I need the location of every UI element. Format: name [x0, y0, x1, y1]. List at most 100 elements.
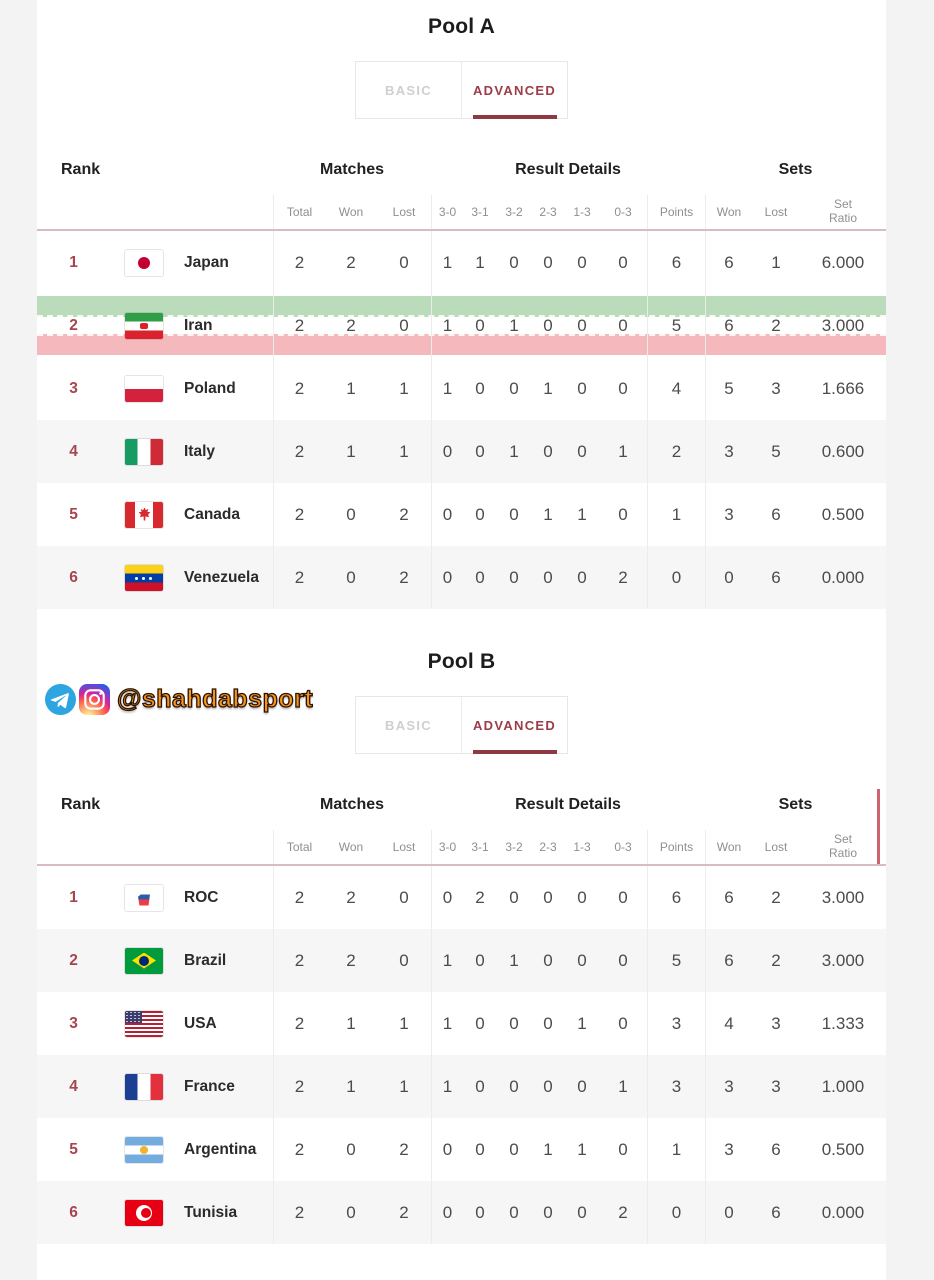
stat-points: 1	[647, 1118, 705, 1181]
flag-cell	[110, 420, 178, 483]
stat-points: 5	[647, 929, 705, 992]
stat-1-3: 1	[577, 504, 587, 524]
stat-3-2: 0	[509, 504, 519, 524]
standings-row-venezuela[interactable]: 6 Venezuela 2 0 2 0 0 0 0 0 2 0 0 6 0.000	[37, 546, 886, 609]
stat-won: 0	[346, 504, 356, 524]
stat-lost: 1	[399, 1076, 409, 1096]
stat-1-3: 0	[577, 252, 587, 272]
stat-3-0: 1	[431, 929, 463, 992]
rank: 2	[69, 951, 78, 969]
col-header-2-3: 2-3	[539, 840, 557, 854]
standings-row-poland[interactable]: 3 Poland 2 1 1 1 0 0 1 0 0 4 5 3 1.666	[37, 357, 886, 420]
team-name: Iran	[184, 316, 213, 334]
col-header-3-0: 3-0	[431, 195, 463, 229]
col-header-sets-won: Won	[705, 830, 752, 864]
stat-won: 1	[346, 1013, 356, 1033]
stat-1-3: 0	[577, 441, 587, 461]
col-header-lost: Lost	[392, 840, 416, 854]
col-header-lost: Lost	[392, 205, 416, 219]
pool-a-view-tabs: BASIC ADVANCED	[355, 61, 568, 119]
team-name: Argentina	[184, 1140, 257, 1158]
stat-3-0: 1	[431, 294, 463, 357]
active-tab-underline	[472, 750, 557, 754]
flag-france-icon	[125, 1073, 163, 1100]
standings-row-roc[interactable]: 1 ROC 2 2 0 0 2 0 0 0 0 6 6 2 3.000	[37, 866, 886, 929]
stat-1-3: 0	[577, 315, 587, 335]
standings-row-iran[interactable]: 2 Iran 2 2 0 1 0 1 0 0 0 5 6 2 3.000	[37, 294, 886, 357]
flag-brazil-icon	[125, 947, 163, 974]
col-header-points: Points	[647, 830, 705, 864]
standings-row-france[interactable]: 4 France 2 1 1 1 0 0 0 0 1 3 3 3 1.000	[37, 1055, 886, 1118]
sub-header-row: Total Won Lost 3-0 3-1 3-2 2-3 1-3 0-3 Points Won L…	[37, 830, 886, 866]
stat-total: 2	[273, 420, 325, 483]
stat-set-ratio: 0.000	[821, 1202, 865, 1222]
red-marker-artifact	[877, 789, 880, 864]
stat-sets-lost: 6	[771, 567, 781, 587]
col-header-total: Total	[273, 195, 325, 229]
header-matches: Matches	[319, 796, 385, 813]
header-result-details: Result Details	[515, 796, 621, 813]
stat-0-3: 0	[618, 252, 628, 272]
col-header-sets-lost: Lost	[764, 840, 788, 854]
stat-3-1: 0	[475, 504, 485, 524]
stat-3-2: 1	[509, 950, 519, 970]
flag-cell	[110, 929, 178, 992]
stat-1-3: 0	[577, 887, 587, 907]
rank: 3	[69, 379, 78, 397]
pool-b-standings: 1 ROC 2 2 0 0 2 0 0 0 0 6 6 2 3.000 2 Brazil 2 2 0 1 0 1 0 0 0 5 6 2…	[37, 866, 886, 1244]
col-header-3-2: 3-2	[505, 840, 523, 854]
stat-sets-lost: 6	[771, 1202, 781, 1222]
standings-row-italy[interactable]: 4 Italy 2 1 1 0 0 1 0 0 1 2 3 5 0.600	[37, 420, 886, 483]
standings-row-argentina[interactable]: 5 Argentina 2 0 2 0 0 0 1 1 0 1 3 6 0.500	[37, 1118, 886, 1181]
tab-advanced[interactable]: ADVANCED	[462, 62, 567, 119]
header-sets: Sets	[778, 796, 813, 813]
standings-row-usa[interactable]: 3 USA 2 1 1 1 0 0 0 1 0 3 4 3 1.333	[37, 992, 886, 1055]
stat-2-3: 0	[543, 1202, 553, 1222]
stat-won: 1	[346, 441, 356, 461]
stat-1-3: 0	[577, 1202, 587, 1222]
stat-total: 2	[273, 929, 325, 992]
standings-row-brazil[interactable]: 2 Brazil 2 2 0 1 0 1 0 0 0 5 6 2 3.000	[37, 929, 886, 992]
telegram-icon	[45, 684, 76, 715]
watermark-handle: @shahdabsport	[116, 684, 314, 713]
stat-3-0: 0	[431, 866, 463, 929]
tab-advanced[interactable]: ADVANCED	[462, 697, 567, 754]
stat-set-ratio: 0.500	[821, 504, 865, 524]
stat-set-ratio: 1.666	[821, 378, 865, 398]
stat-0-3: 0	[618, 315, 628, 335]
flag-italy-icon	[125, 438, 163, 465]
tab-basic[interactable]: BASIC	[356, 697, 462, 753]
stat-won: 1	[346, 378, 356, 398]
col-header-points: Points	[647, 195, 705, 229]
tab-basic[interactable]: BASIC	[356, 62, 462, 118]
stat-sets-won: 6	[705, 294, 752, 357]
standings-row-canada[interactable]: 5 Canada 2 0 2 0 0 0 1 1 0 1 3 6 0.500	[37, 483, 886, 546]
rank: 5	[69, 505, 78, 523]
rank: 2	[69, 316, 78, 334]
stat-2-3: 1	[543, 378, 553, 398]
col-header-3-1: 3-1	[471, 840, 489, 854]
flag-cell	[110, 1118, 178, 1181]
stat-lost: 0	[399, 252, 409, 272]
stat-3-1: 0	[475, 441, 485, 461]
stat-won: 0	[346, 567, 356, 587]
stat-sets-lost: 5	[771, 441, 781, 461]
stat-3-2: 1	[509, 441, 519, 461]
col-header-2-3: 2-3	[539, 205, 557, 219]
stat-2-3: 0	[543, 567, 553, 587]
header-matches: Matches	[319, 161, 385, 178]
stat-won: 0	[346, 1139, 356, 1159]
stat-set-ratio: 6.000	[821, 252, 865, 272]
stat-points: 6	[647, 231, 705, 294]
stat-0-3: 0	[618, 1013, 628, 1033]
stat-sets-lost: 3	[771, 1076, 781, 1096]
stat-3-2: 0	[509, 1139, 519, 1159]
sub-header-spacer	[37, 830, 273, 864]
stat-3-0: 1	[431, 992, 463, 1055]
stat-total: 2	[273, 231, 325, 294]
stat-set-ratio: 3.000	[821, 315, 865, 335]
standings-row-japan[interactable]: 1 Japan 2 2 0 1 1 0 0 0 0 6 6 1 6.000	[37, 231, 886, 294]
group-header-row: Rank Matches Result Details Sets	[37, 145, 886, 195]
stat-total: 2	[273, 992, 325, 1055]
standings-row-tunisia[interactable]: 6 Tunisia 2 0 2 0 0 0 0 0 2 0 0 6 0.000	[37, 1181, 886, 1244]
